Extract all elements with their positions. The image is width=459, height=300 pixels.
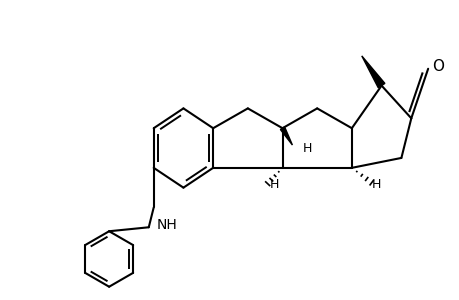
Polygon shape: [361, 56, 384, 88]
Text: NH: NH: [157, 218, 177, 232]
Polygon shape: [280, 127, 292, 145]
Text: H: H: [302, 142, 311, 154]
Text: O: O: [431, 59, 443, 74]
Text: H: H: [371, 178, 380, 191]
Text: H: H: [269, 178, 279, 191]
